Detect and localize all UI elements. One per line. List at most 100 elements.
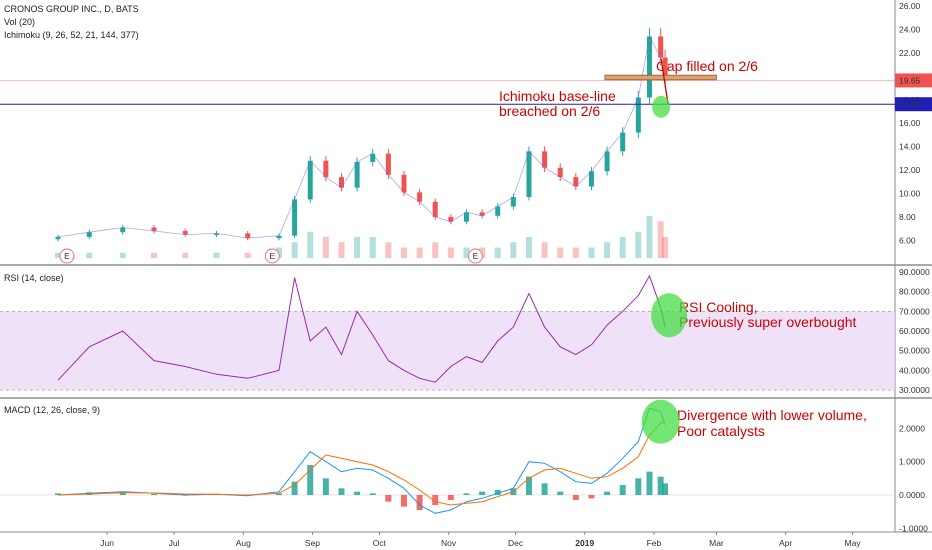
volume-bar: [557, 247, 564, 258]
macd-histogram-bar: [307, 465, 314, 495]
time-tick-label: Sep: [305, 538, 320, 548]
earnings-marker: [467, 248, 483, 264]
volume-bar: [354, 237, 361, 258]
candlestick: [338, 177, 344, 188]
macd-histogram-bar: [354, 491, 361, 495]
macd-histogram-bar: [447, 495, 454, 500]
candlestick: [55, 236, 61, 240]
rsi-tick-label: 90.0000: [899, 267, 930, 277]
volume-bar: [572, 247, 579, 258]
price-tick-label: 12.00: [899, 165, 921, 175]
macd-histogram-bar: [369, 493, 376, 495]
earnings-marker-label: E: [473, 251, 479, 261]
volume-bar: [119, 252, 126, 258]
gap-annotation: Gap filled on 2/6: [656, 58, 758, 74]
macd-panel-title: MACD (12, 26, close, 9): [4, 405, 100, 415]
macd-histogram-bar: [400, 495, 407, 507]
volume-bar: [463, 247, 470, 258]
volume-bar: [432, 242, 439, 258]
macd-histogram-bar: [55, 493, 62, 495]
price-tick-label: 8.00: [899, 212, 916, 222]
volume-bar: [657, 221, 664, 258]
volume-bar: [662, 237, 669, 258]
volume-bar: [322, 237, 329, 258]
macd-histogram-bar: [557, 491, 564, 495]
macd-annotation-line2: Poor catalysts: [677, 423, 765, 439]
candlestick: [557, 167, 563, 178]
volume-bar: [447, 247, 454, 258]
candlestick: [385, 153, 391, 175]
candlestick: [510, 197, 516, 207]
candlestick: [151, 227, 157, 232]
price-tick-label: 26.00: [899, 1, 921, 11]
rsi-tick-label: 50.0000: [899, 346, 930, 356]
candlestick: [463, 212, 469, 222]
rsi-highlight: [651, 293, 688, 338]
candlestick: [604, 151, 610, 172]
volume-bar: [588, 247, 595, 258]
earnings-marker-label: E: [64, 251, 70, 261]
main-chart-title: CRONOS GROUP INC., D, BATS: [4, 4, 139, 14]
volume-bar: [338, 242, 345, 258]
baseline-highlight: [652, 95, 671, 118]
candlestick: [495, 206, 501, 216]
time-tick-label: Jun: [100, 538, 114, 548]
macd-histogram-bar: [119, 491, 126, 495]
macd-histogram-bar: [662, 483, 669, 495]
volume-bar: [525, 237, 532, 258]
macd-histogram-bar: [619, 485, 626, 495]
macd-histogram-bar: [572, 495, 579, 500]
volume-bar: [416, 247, 423, 258]
rsi-line: [57, 274, 666, 383]
volume-bar: [182, 252, 189, 258]
volume-bar: [86, 252, 93, 258]
candlestick: [432, 201, 438, 217]
candlestick: [401, 174, 407, 193]
macd-histogram-bar: [541, 483, 548, 495]
candlestick: [479, 212, 485, 216]
time-tick-label: May: [845, 538, 862, 548]
time-tick-label: Dec: [508, 538, 524, 548]
volume-bar: [307, 231, 314, 258]
candlestick: [370, 153, 376, 162]
macd-histogram-bar: [463, 493, 470, 495]
ichimoku-indicator-label: Ichimoku (9, 26, 52, 21, 144, 377): [4, 30, 139, 40]
earnings-marker: [264, 248, 280, 264]
rsi-panel-title: RSI (14, close): [4, 273, 64, 283]
baseline-tag: [895, 97, 932, 112]
macd-histogram-bar: [432, 495, 439, 505]
time-tick-label: Jul: [169, 538, 180, 548]
macd-histogram-bar: [494, 490, 501, 495]
time-tick-label: Nov: [441, 538, 457, 548]
signal-line: [57, 421, 666, 506]
volume-bar: [55, 252, 62, 258]
candlestick: [292, 199, 298, 236]
rsi-tick-label: 80.0000: [899, 287, 930, 297]
candlestick: [526, 151, 532, 198]
macd-histogram-bar: [657, 476, 664, 495]
time-tick-label: 2019: [575, 538, 594, 548]
macd-histogram-bar: [588, 495, 595, 499]
macd-histogram-bar: [646, 471, 653, 495]
last-price-tag: [895, 73, 932, 88]
price-tick-label: 10.00: [899, 189, 921, 199]
macd-histogram-bar: [385, 495, 392, 502]
macd-histogram-bar: [635, 478, 642, 495]
gap-arrow: [660, 58, 669, 105]
rsi-tick-label: 40.0000: [899, 365, 930, 375]
gap-box: [604, 74, 717, 81]
ichimoku-annotation-line2: breached on 2/6: [499, 103, 600, 119]
macd-histogram-bar: [604, 491, 611, 495]
macd-histogram-bar: [275, 493, 282, 495]
price-tick-label: 24.00: [899, 24, 921, 34]
volume-bar: [213, 252, 220, 258]
time-tick-label: Aug: [236, 538, 251, 548]
macd-highlight: [641, 399, 680, 444]
macd-histogram-bar: [291, 481, 298, 495]
macd-tick-label: -1.0000: [899, 523, 928, 533]
volume-bar: [510, 242, 517, 258]
rsi-annotation-line2: Previously super overbought: [679, 314, 857, 330]
candlestick: [662, 57, 668, 81]
earnings-marker-label: E: [269, 251, 275, 261]
time-tick-label: Mar: [709, 538, 724, 548]
